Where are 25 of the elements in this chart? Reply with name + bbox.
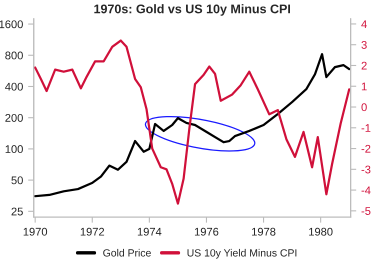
x-tick-label: 1972 xyxy=(80,228,104,236)
y2-tick-label: -3 xyxy=(362,166,370,174)
y2-tick-label: -1 xyxy=(362,124,370,132)
y2-tick-label: 4 xyxy=(361,20,367,28)
y2-tick-label: 2 xyxy=(362,62,367,70)
y-tick-label: 800 xyxy=(5,52,23,60)
x-tick-label: 1974 xyxy=(138,228,162,236)
y-tick-label: 400 xyxy=(5,82,23,91)
y2-tick-label: -4 xyxy=(362,186,371,194)
y-tick-label: 200 xyxy=(5,114,23,122)
legend-label: Gold Price xyxy=(103,248,151,257)
y2-tick-label: -2 xyxy=(362,144,370,153)
x-tick-label: 1978 xyxy=(252,228,276,236)
y-tick-label: 100 xyxy=(6,145,23,154)
y2-tick-label: 0 xyxy=(361,103,367,112)
x-tick-label: 1976 xyxy=(194,228,218,236)
y2-tick-label: 3 xyxy=(361,40,367,49)
y-tick-label: 25 xyxy=(12,208,23,216)
legend-label: US 10y Yield Minus CPI xyxy=(188,248,296,259)
y-tick-label: 50 xyxy=(11,176,23,184)
y2-tick-label: -5 xyxy=(362,207,370,215)
x-tick-label: 1970 xyxy=(24,228,48,236)
x-tick-label: 1980 xyxy=(309,228,333,236)
y2-tick-label: 1 xyxy=(362,82,367,90)
chart-title: 1970s: Gold vs US 10y Minus CPI xyxy=(94,4,290,16)
